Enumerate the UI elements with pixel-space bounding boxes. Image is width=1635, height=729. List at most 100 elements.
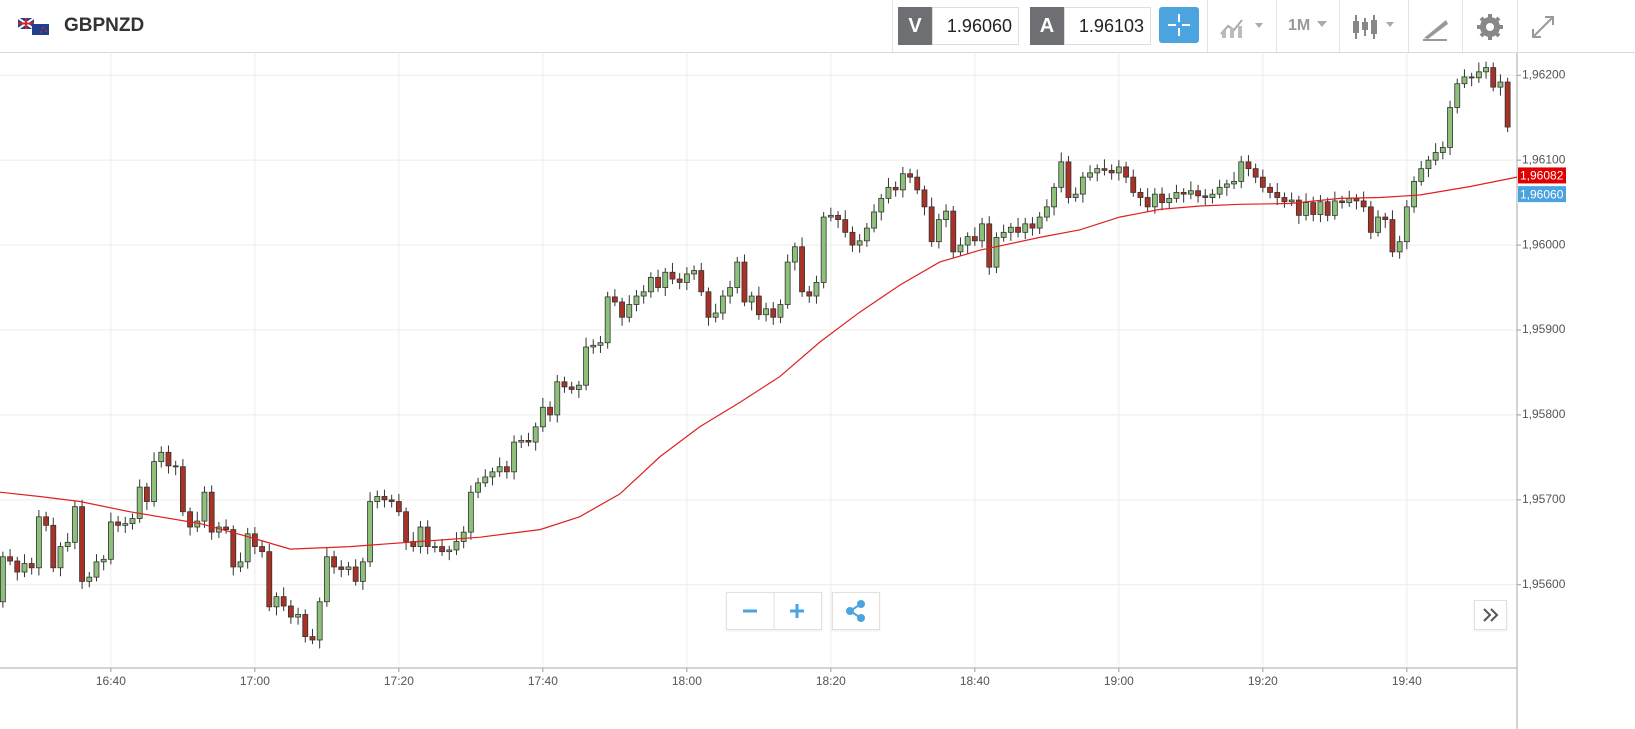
separator <box>1462 0 1463 52</box>
candle-body <box>971 236 978 242</box>
candle-body <box>64 541 71 547</box>
candle-body <box>165 451 172 467</box>
candle-body <box>669 271 676 280</box>
candle-body <box>813 282 820 297</box>
candle-body <box>1065 161 1072 198</box>
candle-body <box>1051 186 1057 208</box>
bid-label: V <box>898 7 932 45</box>
candle-body <box>907 173 913 178</box>
candle-body <box>1475 71 1482 79</box>
separator <box>1408 0 1409 52</box>
candle-body <box>1375 216 1381 233</box>
symbol: GBPNZD <box>64 15 145 36</box>
share-button[interactable] <box>832 592 880 630</box>
candle-body <box>1195 190 1201 197</box>
settings-button[interactable] <box>1475 12 1505 42</box>
candle-style-button[interactable] <box>1350 12 1400 42</box>
candle-body <box>705 291 712 318</box>
timeframe-button[interactable]: 1M <box>1288 17 1311 34</box>
candle-body <box>424 526 431 547</box>
candle-body <box>187 511 193 528</box>
candle-body <box>626 304 633 318</box>
candle-body <box>1396 241 1403 253</box>
candle-body <box>597 342 604 346</box>
candle-body <box>439 546 445 553</box>
candle-body <box>1087 172 1093 178</box>
candle-body <box>201 491 208 522</box>
candle-body <box>1144 197 1151 208</box>
candle-body <box>1324 201 1331 216</box>
candle-body <box>475 482 481 493</box>
candle-body <box>741 261 748 303</box>
candle-body <box>835 214 841 221</box>
fullscreen-button[interactable] <box>1530 14 1556 40</box>
candle-body <box>1079 176 1086 195</box>
bid-price[interactable]: 1.96060 <box>932 7 1019 45</box>
candle-body <box>842 219 849 233</box>
candle-body <box>1310 202 1317 215</box>
candle-body <box>323 556 330 603</box>
candle-body <box>151 461 157 502</box>
candle-body <box>892 186 899 191</box>
candle-body <box>496 466 503 473</box>
candle-body <box>359 561 366 582</box>
price-tag <box>1518 167 1566 184</box>
candle-body <box>921 189 928 208</box>
candle-body <box>583 346 589 386</box>
x-tick-label: 16:40 <box>96 674 126 688</box>
candle-body <box>1108 169 1115 174</box>
candle-body <box>280 596 287 607</box>
candle-body <box>655 276 661 288</box>
drawing-tool-button[interactable] <box>1420 12 1450 42</box>
candle-body <box>446 549 453 553</box>
candle-body <box>770 308 777 318</box>
y-tick-label: 1,95800 <box>1522 407 1566 421</box>
candle-body <box>1151 193 1158 208</box>
candle-body <box>1209 193 1216 198</box>
candle-body <box>57 546 64 569</box>
candle-body <box>1497 81 1504 88</box>
candle-body <box>403 511 409 542</box>
candle-body <box>806 291 813 297</box>
candle-body <box>143 486 150 502</box>
candle-body <box>856 240 863 246</box>
candle-body <box>604 296 611 344</box>
separator <box>1517 0 1518 52</box>
candle-body <box>244 533 251 563</box>
dropdown-icon <box>1317 21 1327 27</box>
scroll-end-button[interactable] <box>1474 600 1507 630</box>
candle-body <box>1288 199 1295 203</box>
candle-body <box>827 214 834 218</box>
candle-body <box>662 271 669 288</box>
candle-body <box>1130 176 1137 193</box>
candle-body <box>259 546 265 553</box>
candle-body <box>100 558 107 563</box>
y-tick-label: 1,95700 <box>1522 492 1566 506</box>
candle-body <box>518 440 525 443</box>
candle-body <box>71 506 78 543</box>
separator <box>1339 0 1340 52</box>
y-tick-label: 1,96100 <box>1522 152 1566 166</box>
candle-body <box>511 441 517 473</box>
crosshair-button[interactable] <box>1159 7 1199 43</box>
candle-body <box>1115 166 1122 174</box>
candle-body <box>115 521 121 526</box>
y-tick-label: 1,95600 <box>1522 577 1566 591</box>
candle-body <box>208 491 215 533</box>
zoom-in-button[interactable] <box>790 604 804 618</box>
y-tick-label: 1,96000 <box>1522 237 1566 251</box>
candle-body <box>1382 216 1389 221</box>
candle-body <box>871 211 877 229</box>
ask-label: A <box>1030 7 1064 45</box>
candle-body <box>899 173 906 191</box>
ask-price[interactable]: 1.96103 <box>1064 7 1151 45</box>
candle-body <box>230 529 237 568</box>
candle-body <box>194 520 201 528</box>
x-tick-label: 19:00 <box>1104 674 1134 688</box>
candle-body <box>878 197 885 213</box>
candle-body <box>1504 81 1511 128</box>
chart-type-button[interactable] <box>1218 14 1268 40</box>
candle-body <box>1403 206 1410 243</box>
candle-body <box>640 291 647 297</box>
candle-body <box>748 295 755 303</box>
